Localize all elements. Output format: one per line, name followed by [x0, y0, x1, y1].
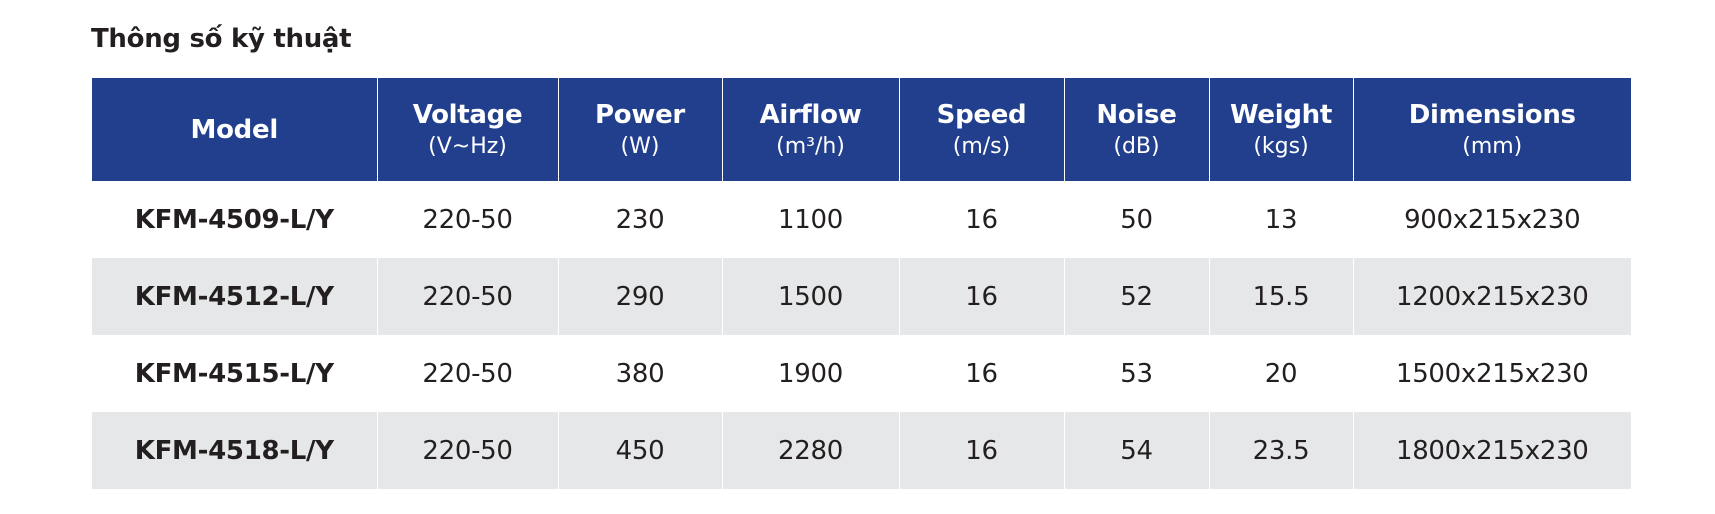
column-header: Airflow (m³/h): [721, 78, 899, 181]
table-cell: 13: [1208, 181, 1353, 258]
table-cell: 290: [557, 258, 722, 335]
column-name: Airflow: [759, 100, 862, 130]
section-title: Thông số kỹ thuật: [91, 24, 352, 54]
spec-table: Model Voltage (V~Hz) Power (W) Airflow (m³/h) S…: [92, 78, 1631, 489]
model-cell: KFM-4512-L/Y: [92, 258, 377, 335]
table-body: KFM-4509-L/Y 220-50 230 1100 16 50 13 900x215x2…: [92, 181, 1631, 489]
table-cell: 230: [557, 181, 722, 258]
column-unit: (W): [620, 134, 660, 159]
column-header: Noise (dB): [1063, 78, 1209, 181]
table-cell: 1500x215x230: [1352, 335, 1631, 412]
table-cell: 220-50: [376, 181, 558, 258]
model-cell: KFM-4515-L/Y: [134, 358, 334, 389]
column-name: Dimensions: [1408, 100, 1576, 130]
model-cell: KFM-4509-L/Y: [134, 204, 334, 235]
table-cell: 220-50: [376, 335, 558, 412]
column-header: Weight (kgs): [1208, 78, 1353, 181]
column-name: Model: [190, 114, 279, 145]
column-header: Dimensions (mm): [1352, 78, 1631, 181]
column-unit: (m³/h): [776, 134, 845, 159]
table-cell: 1900: [721, 335, 899, 412]
table-cell: 1100: [721, 181, 899, 258]
table-cell: 50: [1063, 181, 1209, 258]
header-row: Model Voltage (V~Hz) Power (W) Airflow (m³/h) S…: [92, 78, 1631, 181]
table-cell: 220-50: [376, 258, 558, 335]
column-unit: (kgs): [1253, 134, 1309, 159]
column-name: Weight: [1229, 100, 1333, 130]
table-cell: 23.5: [1208, 412, 1353, 489]
table-cell: 1200x215x230: [1352, 258, 1631, 335]
table-header: Model Voltage (V~Hz) Power (W) Airflow (m³/h) S…: [92, 78, 1631, 181]
model-cell: KFM-4518-L/Y: [92, 412, 377, 489]
table-cell: 220-50: [376, 412, 558, 489]
table-cell: 16: [898, 412, 1064, 489]
table-cell: 900x215x230: [1352, 181, 1631, 258]
table-cell: 16: [898, 181, 1064, 258]
column-unit: (m/s): [952, 134, 1011, 159]
table-cell: 2280: [721, 412, 899, 489]
column-name: Speed: [936, 100, 1027, 130]
table-cell: 380: [557, 335, 722, 412]
table-row: KFM-4512-L/Y 220-50 290 1500 16 52 15.5 1200x21…: [92, 258, 1631, 335]
table-cell: 52: [1063, 258, 1209, 335]
table-cell: 20: [1208, 335, 1353, 412]
table-cell: 53: [1063, 335, 1209, 412]
table-cell: 1500: [721, 258, 899, 335]
column-unit: (V~Hz): [428, 134, 507, 159]
table-row: KFM-4518-L/Y 220-50 450 2280 16 54 23.5 1800x21…: [92, 412, 1631, 489]
table-cell: 16: [898, 335, 1064, 412]
column-unit: (dB): [1113, 134, 1160, 159]
column-header: Model: [92, 78, 377, 181]
table-row: KFM-4515-L/Y 220-50 380 1900 16 53 20 1500x215x…: [92, 335, 1631, 412]
table-cell: 450: [557, 412, 722, 489]
column-unit: (mm): [1462, 134, 1523, 159]
column-name: Voltage: [412, 100, 523, 130]
column-name: Power: [595, 100, 685, 130]
column-header: Power (W): [557, 78, 722, 181]
table-cell: 16: [898, 258, 1064, 335]
table-row: KFM-4509-L/Y 220-50 230 1100 16 50 13 900x215x2…: [92, 181, 1631, 258]
table-cell: 1800x215x230: [1352, 412, 1631, 489]
column-header: Voltage (V~Hz): [376, 78, 558, 181]
table-cell: 15.5: [1208, 258, 1353, 335]
column-header: Speed (m/s): [898, 78, 1064, 181]
column-name: Noise: [1096, 100, 1177, 130]
table-cell: 54: [1063, 412, 1209, 489]
